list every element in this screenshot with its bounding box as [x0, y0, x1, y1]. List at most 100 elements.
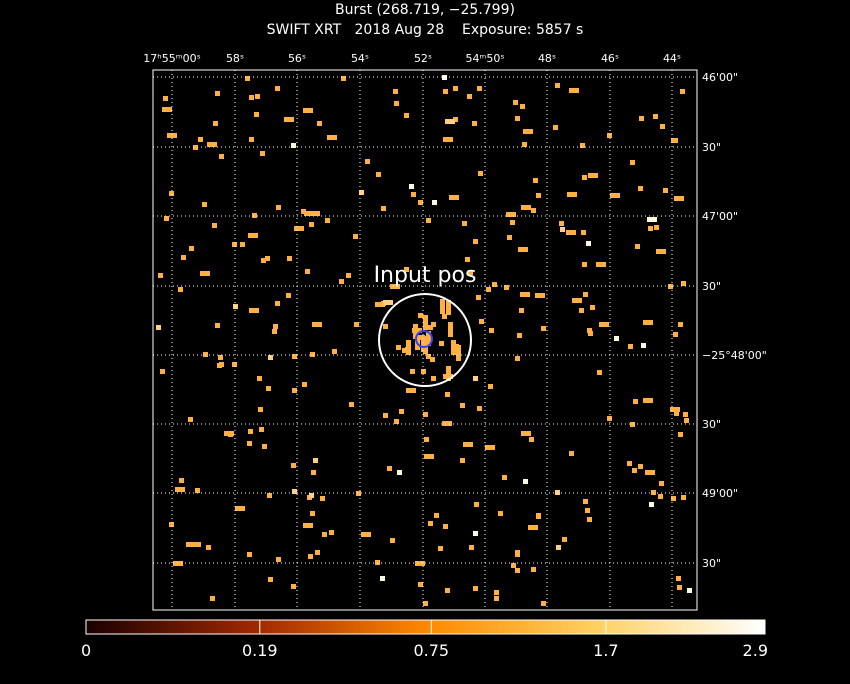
pixel — [442, 314, 447, 319]
pixel — [465, 257, 470, 262]
pixel — [202, 202, 207, 207]
pixel — [647, 217, 657, 222]
pixel — [528, 525, 538, 530]
pixel — [683, 412, 688, 417]
pixel — [189, 246, 194, 251]
pixel — [492, 282, 497, 287]
pixel — [178, 287, 183, 292]
ra-tick-label: 56ˢ — [288, 52, 306, 65]
pixel — [531, 208, 536, 213]
pixel — [474, 502, 479, 507]
pixel — [472, 121, 477, 126]
pixel — [448, 322, 453, 337]
pixel — [517, 333, 522, 338]
pixel — [599, 322, 609, 327]
pixel — [566, 230, 576, 235]
pixel — [674, 196, 684, 201]
pixel — [431, 376, 436, 381]
pixel — [643, 320, 653, 325]
pixel — [304, 211, 314, 216]
pixel — [583, 292, 588, 297]
pixel — [292, 388, 297, 393]
pixel — [555, 83, 560, 88]
pixel — [523, 479, 528, 484]
pixel — [519, 308, 524, 313]
pixel — [607, 133, 612, 138]
pixel — [426, 354, 431, 359]
dec-tick-label: 30" — [702, 141, 721, 154]
pixel — [562, 537, 567, 542]
pixel — [235, 506, 245, 511]
pixel — [179, 478, 184, 483]
pixel — [449, 195, 459, 200]
pixel — [404, 267, 409, 272]
pixel — [424, 437, 429, 442]
pixel — [438, 546, 443, 551]
colorbar — [85, 619, 766, 635]
pixel — [249, 95, 254, 100]
pixel — [529, 437, 534, 442]
pixel — [521, 205, 531, 210]
pixel — [365, 159, 370, 164]
pixel — [431, 322, 436, 327]
pixel — [494, 596, 499, 601]
pixel — [678, 432, 683, 437]
pixel — [315, 550, 320, 555]
pixel — [645, 470, 655, 475]
pixel — [311, 470, 316, 475]
pixel — [310, 211, 320, 216]
pixel — [206, 545, 211, 550]
pixel — [287, 256, 292, 261]
pixel — [232, 242, 237, 247]
colorbar-tick-label: 0 — [81, 641, 91, 660]
pixel — [394, 101, 399, 106]
pixel — [232, 362, 237, 367]
pixel — [261, 258, 266, 263]
pixel — [541, 326, 546, 331]
pixel — [462, 221, 467, 226]
pixel — [423, 601, 428, 606]
pixel — [488, 384, 493, 389]
pixel — [442, 421, 452, 426]
pixel — [473, 586, 478, 591]
pixel — [186, 542, 196, 547]
pixel — [485, 445, 495, 450]
ra-tick-label: 46ˢ — [601, 52, 619, 65]
pixel — [329, 530, 334, 535]
pixel — [434, 513, 439, 518]
pixel — [649, 502, 654, 507]
pixel — [325, 218, 330, 223]
pixel — [284, 117, 294, 122]
pixel — [215, 91, 220, 96]
pixel — [553, 125, 558, 130]
pixel — [439, 341, 444, 346]
pixel — [291, 463, 296, 468]
image-frame — [152, 69, 698, 611]
pixel — [579, 308, 584, 313]
pixel — [440, 299, 445, 314]
pixel — [515, 568, 520, 573]
pixel — [659, 481, 664, 486]
pixel — [671, 496, 676, 501]
pixel — [390, 538, 395, 543]
pixel — [489, 328, 494, 333]
ra-tick-label: 58ˢ — [226, 52, 244, 65]
pixel — [292, 354, 297, 359]
pixel — [224, 431, 234, 436]
pixel — [272, 329, 277, 334]
colorbar-tick-label: 1.7 — [593, 641, 618, 660]
pixel — [423, 315, 428, 330]
pixel — [536, 193, 541, 198]
pixel — [522, 142, 527, 147]
pixel — [249, 308, 259, 313]
pixel — [313, 458, 318, 463]
pixel — [418, 313, 423, 318]
pixel — [515, 356, 520, 361]
subtitle: SWIFT XRT 2018 Aug 28 Exposure: 5857 s — [267, 22, 584, 38]
pixel — [582, 175, 587, 180]
colorbar-tick-label: 0.75 — [413, 641, 449, 660]
pixel — [560, 227, 565, 232]
pixel — [327, 135, 332, 140]
colorbar-tick-label: 2.9 — [743, 641, 768, 660]
pixel — [660, 124, 665, 129]
